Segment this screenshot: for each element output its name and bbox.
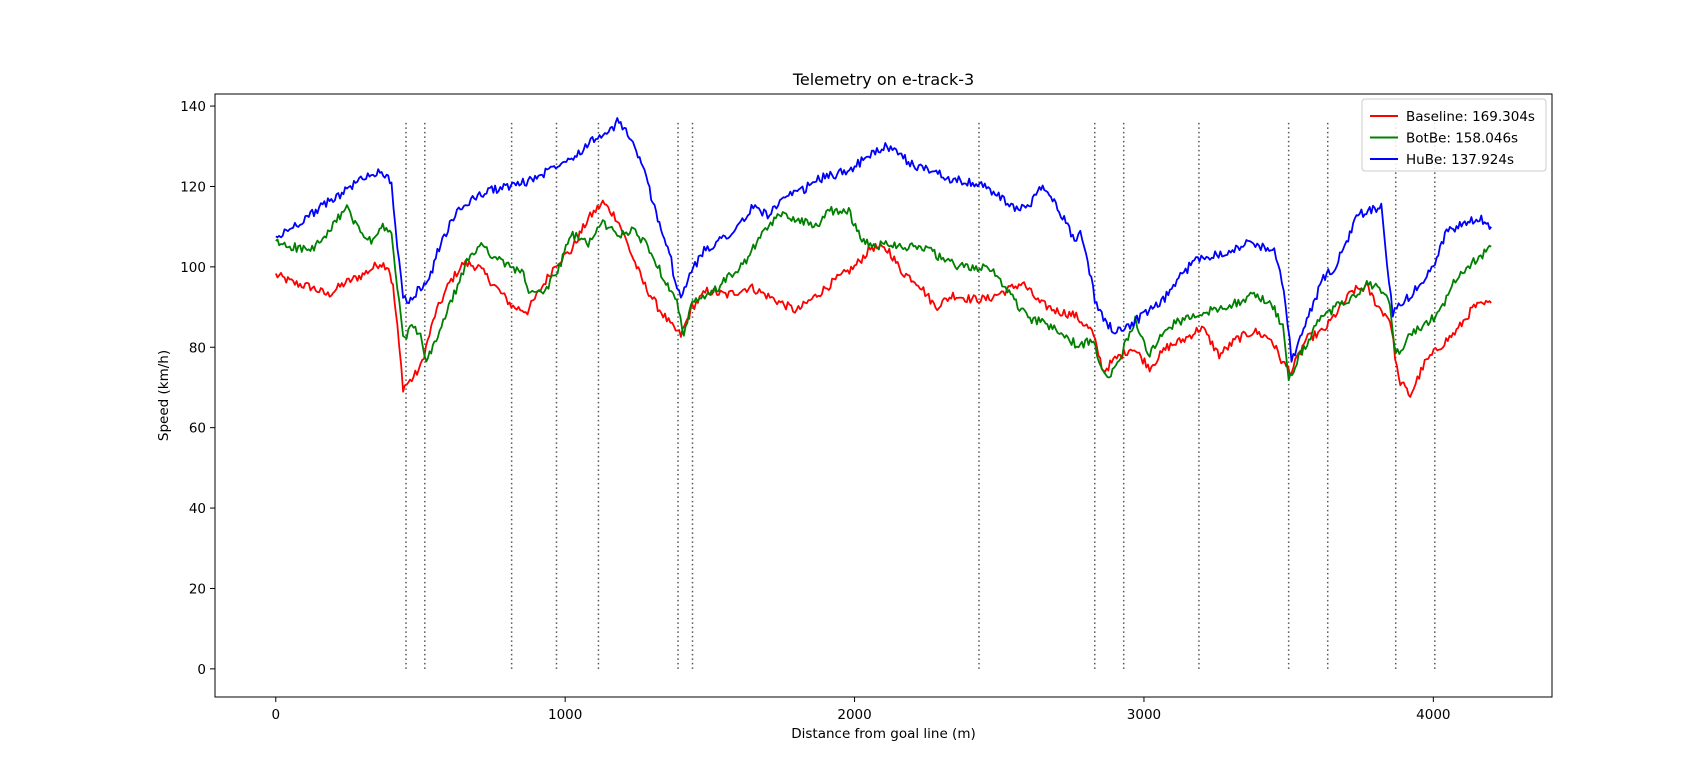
x-tick-label: 0 <box>271 707 280 723</box>
x-tick-label: 3000 <box>1127 707 1161 723</box>
x-tick-label: 4000 <box>1416 707 1450 723</box>
series-line-0 <box>274 199 1492 398</box>
series-lines <box>274 117 1492 398</box>
x-tick-label: 2000 <box>837 707 871 723</box>
y-tick-label: 0 <box>197 662 206 678</box>
y-tick-label: 40 <box>189 501 206 517</box>
x-tick-label: 1000 <box>548 707 582 723</box>
series-line-1 <box>275 204 1492 382</box>
legend-entry-label: BotBe: 158.046s <box>1406 131 1518 147</box>
y-tick-label: 60 <box>189 421 206 437</box>
y-tick-label: 80 <box>189 340 206 356</box>
y-tick-label: 100 <box>180 260 206 276</box>
vertical-markers <box>405 122 1436 669</box>
legend-entry-label: HuBe: 137.924s <box>1406 152 1514 168</box>
axis-ticks: 0 1000 2000 3000 4000 0 20 40 60 80 100 120 140 <box>180 99 1450 723</box>
legend-box <box>1361 98 1547 172</box>
series-line-2 <box>275 117 1492 363</box>
chart-title: Telemetry on e-track-3 <box>792 70 974 89</box>
legend: Baseline: 169.304s BotBe: 158.046s HuBe: 1… <box>1361 98 1547 172</box>
y-axis-label: Speed (km/h) <box>156 350 172 441</box>
y-tick-label: 120 <box>180 179 206 195</box>
legend-entry-label: Baseline: 169.304s <box>1406 109 1535 125</box>
x-axis-label: Distance from goal line (m) <box>791 726 976 742</box>
plot-frame <box>214 93 1553 698</box>
y-tick-label: 140 <box>180 99 206 115</box>
y-tick-label: 20 <box>189 581 206 597</box>
